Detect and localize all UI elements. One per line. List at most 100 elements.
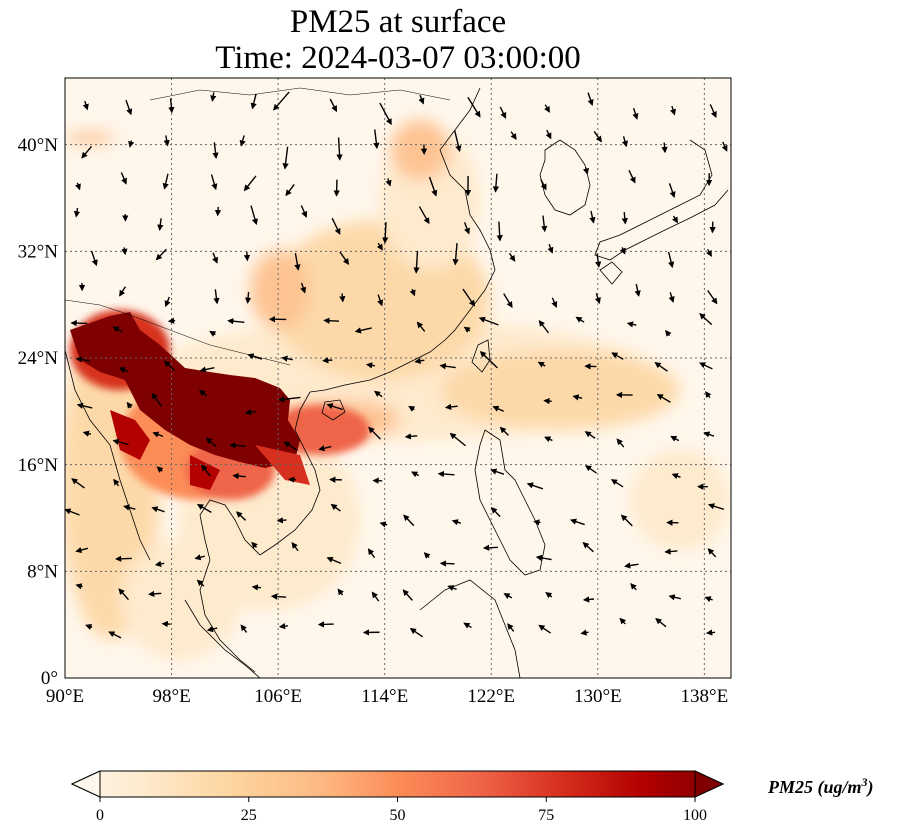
colorbar-tick-label: 100	[683, 807, 707, 824]
wind-arrow	[510, 131, 517, 141]
lat-tick-label: 40°N	[18, 135, 59, 156]
wind-arrow	[655, 618, 667, 628]
lat-tick-label: 0°	[41, 668, 58, 689]
wind-arrow	[199, 366, 215, 373]
wind-arrow	[418, 94, 425, 105]
wind-arrow	[707, 503, 724, 510]
wind-arrow	[119, 286, 127, 297]
wind-arrow	[278, 396, 301, 403]
lat-tick-label: 16°N	[18, 455, 59, 476]
wind-arrow	[288, 476, 296, 483]
wind-arrow	[209, 330, 217, 337]
map-title: PM25 at surface	[289, 4, 507, 40]
wind-arrow	[551, 297, 558, 308]
wind-arrow	[227, 318, 245, 325]
wind-arrow	[196, 579, 205, 587]
wind-arrow	[270, 593, 287, 600]
wind-arrow	[336, 137, 343, 161]
wind-arrow	[337, 588, 344, 596]
wind-arrow	[669, 105, 676, 116]
coastlines	[65, 87, 729, 678]
wind-arrow	[624, 562, 639, 569]
wind-arrow	[580, 629, 589, 636]
latitude-tick-labels: 0° 8°N 16°N 24°N 32°N 40°N	[18, 135, 59, 689]
wind-arrow	[374, 390, 383, 398]
wind-arrow	[543, 397, 552, 405]
wind-arrow	[414, 357, 425, 364]
wind-arrow	[704, 596, 713, 603]
wind-arrow	[151, 392, 163, 407]
wind-arrow	[112, 326, 123, 333]
wind-arrow	[250, 93, 257, 110]
wind-arrow	[403, 514, 415, 527]
wind-arrow	[322, 357, 333, 364]
wind-arrow	[626, 321, 637, 328]
wind-arrow	[244, 409, 257, 416]
wind-arrow	[547, 243, 554, 254]
wind-arrow	[610, 479, 624, 488]
wind-arrow	[544, 104, 550, 113]
wind-arrow	[243, 175, 257, 192]
wind-arrow	[587, 92, 594, 106]
wind-arrow	[630, 582, 637, 591]
lat-tick-label: 24°N	[18, 348, 59, 369]
wind-arrow	[404, 433, 418, 440]
lon-tick-label: 122°E	[467, 686, 515, 707]
wind-arrow	[75, 583, 83, 590]
wind-arrow	[82, 430, 92, 437]
wind-arrow	[118, 367, 129, 373]
lon-tick-label: 138°E	[681, 686, 729, 707]
wind-arrow	[423, 552, 431, 559]
wind-arrow	[463, 222, 470, 235]
wind-arrow	[402, 589, 413, 601]
wind-arrow	[385, 178, 392, 187]
wind-arrow	[196, 504, 212, 513]
wind-arrow	[212, 142, 219, 159]
colorbar-bar	[70, 770, 725, 798]
wind-arrow	[240, 624, 248, 633]
wind-arrow	[330, 503, 341, 512]
wind-arrow	[589, 210, 596, 224]
wind-arrow	[526, 482, 544, 490]
wind-arrow	[409, 628, 424, 638]
wind-arrow	[705, 629, 716, 636]
wind-arrow	[582, 167, 590, 175]
wind-arrow	[545, 591, 553, 599]
colorbar-tick-label: 25	[241, 807, 257, 824]
wind-arrow	[672, 215, 679, 224]
wind-arrow	[123, 504, 136, 511]
wind-arrow	[621, 136, 628, 148]
wind-arrow	[665, 329, 672, 337]
wind-arrow	[671, 473, 681, 480]
wind-arrow	[331, 217, 341, 235]
wind-arrow	[112, 438, 129, 446]
colorbar-extend-low	[70, 770, 101, 798]
wind-arrow	[537, 361, 546, 368]
wind-arrow	[447, 585, 457, 592]
wind-arrow	[152, 431, 164, 438]
wind-arrow	[656, 394, 671, 403]
wind-arrow	[382, 222, 389, 244]
wind-arrow	[239, 135, 246, 147]
wind-arrow	[721, 141, 728, 152]
wind-arrow	[156, 466, 164, 473]
lon-tick-label: 106°E	[254, 686, 302, 707]
wind-arrow	[326, 403, 343, 411]
wind-arrow	[235, 511, 247, 521]
colorbar-tick-label: 75	[538, 807, 554, 824]
wind-arrow	[437, 470, 455, 478]
wind-arrow	[538, 624, 552, 634]
wind-arrow	[628, 170, 636, 184]
wind-arrow	[499, 426, 509, 436]
wind-arrow	[654, 362, 668, 372]
wind-arrow	[376, 242, 383, 251]
wind-arrow	[285, 183, 295, 197]
lon-tick-label: 98°E	[152, 686, 190, 707]
colorbar-extend-high	[694, 770, 725, 798]
wind-arrow	[85, 623, 93, 630]
wind-arrow	[373, 129, 380, 150]
wind-arrow	[634, 283, 641, 297]
wind-arrow	[478, 316, 499, 326]
wind-arrow	[707, 548, 717, 558]
wind-arrow	[463, 326, 471, 333]
